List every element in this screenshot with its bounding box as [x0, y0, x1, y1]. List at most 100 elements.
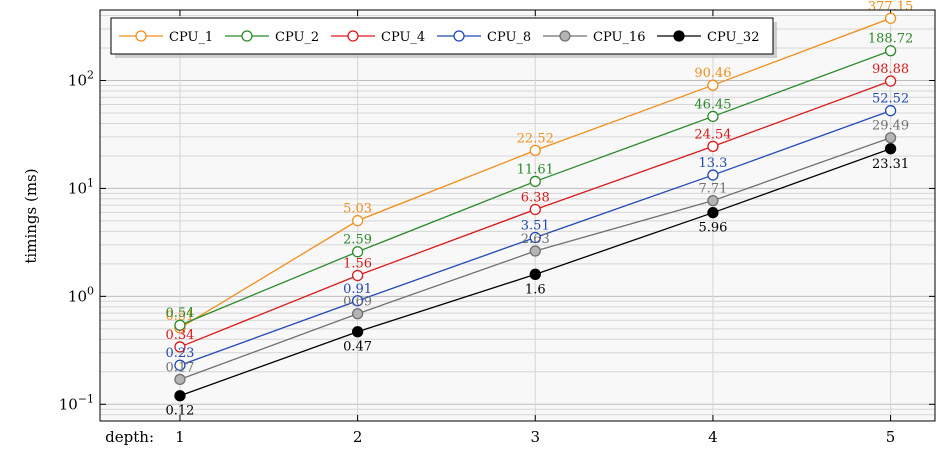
data-label: 22.52: [517, 131, 554, 146]
data-label: 98.88: [872, 62, 909, 77]
data-label: 0.51: [165, 309, 194, 324]
data-label: 90.46: [694, 66, 731, 81]
x-tick-label: 4: [708, 428, 718, 446]
legend-entry: CPU_4: [331, 30, 425, 45]
y-tick-label: 100: [68, 284, 94, 305]
legend-label: CPU_8: [487, 30, 531, 45]
data-point: [884, 105, 897, 117]
y-tick-label: 10−1: [59, 392, 94, 413]
data-point: [351, 326, 364, 338]
legend-label: CPU_16: [593, 30, 645, 45]
data-point: [351, 295, 364, 307]
data-label: 24.54: [694, 127, 731, 142]
legend-marker: [673, 30, 685, 42]
data-point: [529, 231, 541, 244]
data-label: 188.72: [868, 32, 914, 47]
data-label: 0.69: [343, 295, 372, 310]
y-tick-exponent: 0: [87, 284, 94, 297]
data-label: 0.47: [343, 340, 372, 355]
y-tick-base: 10: [59, 395, 78, 413]
data-point: [351, 214, 364, 227]
data-label: 0.23: [165, 346, 194, 361]
data-label: 13.3: [698, 156, 727, 171]
data-point: [529, 175, 541, 188]
data-point: [351, 246, 364, 258]
data-point: [174, 390, 186, 402]
data-label: 0.54: [165, 306, 194, 321]
data-label: 11.61: [517, 162, 554, 177]
legend-entry: CPU_16: [543, 30, 645, 45]
data-point: [884, 132, 897, 144]
data-label: 46.45: [694, 97, 731, 112]
data-label: 2.63: [521, 232, 550, 247]
series-cpu-32: 0.12 0.47 1.6 5.96 23.31: [165, 143, 909, 419]
data-point: [174, 341, 186, 353]
data-label: 29.49: [872, 119, 909, 134]
data-label: 377.15: [868, 0, 914, 14]
legend-marker: [559, 30, 571, 42]
data-point: [174, 359, 186, 371]
data-point: [707, 140, 719, 152]
x-tick-label: 2: [353, 428, 363, 446]
legend-label: CPU_32: [707, 30, 759, 45]
data-point: [884, 12, 897, 24]
legend-label: CPU_4: [381, 30, 425, 45]
series-cpu-2: 0.54 2.59 11.61 46.45 188.72: [165, 32, 913, 331]
y-tick-base: 10: [68, 287, 87, 305]
y-tick-label: 101: [68, 176, 94, 197]
series-cpu-16: 0.17 0.69 2.63 7.71 29.49: [165, 119, 909, 386]
data-point: [707, 207, 719, 219]
data-label: 2.59: [343, 233, 372, 248]
data-point: [707, 194, 719, 207]
data-label: 52.52: [872, 92, 909, 107]
data-label: 7.71: [698, 182, 727, 197]
data-label: 5.96: [698, 221, 727, 236]
data-point: [707, 79, 719, 91]
data-label: 3.51: [521, 219, 550, 234]
legend-marker: [241, 30, 253, 42]
x-tick-label: 5: [886, 428, 896, 446]
plot-frame: [99, 9, 936, 422]
y-axis-title: timings (ms): [22, 168, 40, 263]
y-tick-exponent: 1: [87, 176, 94, 189]
legend-label: CPU_1: [169, 30, 213, 45]
x-tick-label: 1: [175, 428, 185, 446]
series-cpu-4: 0.34 1.56 6.38 24.54 98.88: [165, 62, 909, 353]
data-label: 0.91: [343, 282, 372, 297]
y-tick-base: 10: [68, 179, 87, 197]
data-label: 0.12: [165, 404, 194, 419]
data-label: 0.34: [165, 328, 194, 343]
series-cpu-8: 0.23 0.91 3.51 13.3 52.52: [165, 92, 909, 371]
data-label: 23.31: [872, 157, 909, 172]
y-tick-label: 102: [68, 68, 94, 89]
legend-marker: [453, 30, 465, 42]
legend-entry: CPU_2: [225, 30, 319, 45]
data-label: 6.38: [521, 190, 550, 205]
data-label: 5.03: [343, 202, 372, 217]
data-point: [529, 268, 541, 280]
legend-label: CPU_2: [275, 30, 319, 45]
x-tick-label: 3: [530, 428, 540, 446]
series-cpu-1: 0.51 5.03 22.52 90.46 377.15: [165, 0, 914, 334]
data-point: [707, 110, 719, 123]
data-point: [884, 143, 897, 155]
data-point: [707, 169, 719, 181]
data-point: [351, 308, 364, 320]
data-point: [351, 269, 364, 282]
data-point: [174, 373, 186, 386]
data-point: [174, 319, 186, 331]
data-point: [884, 75, 897, 87]
legend-entry: CPU_8: [437, 30, 531, 45]
data-point: [884, 45, 897, 57]
data-point: [529, 203, 541, 216]
legend-entry: CPU_1: [119, 30, 213, 45]
data-label: 1.6: [525, 282, 546, 297]
data-point: [529, 144, 541, 157]
data-label: 0.17: [165, 360, 194, 375]
legend-entry: CPU_32: [657, 30, 759, 45]
y-tick-exponent: −1: [78, 392, 94, 405]
legend-marker: [347, 30, 359, 42]
y-tick-base: 10: [68, 71, 87, 89]
